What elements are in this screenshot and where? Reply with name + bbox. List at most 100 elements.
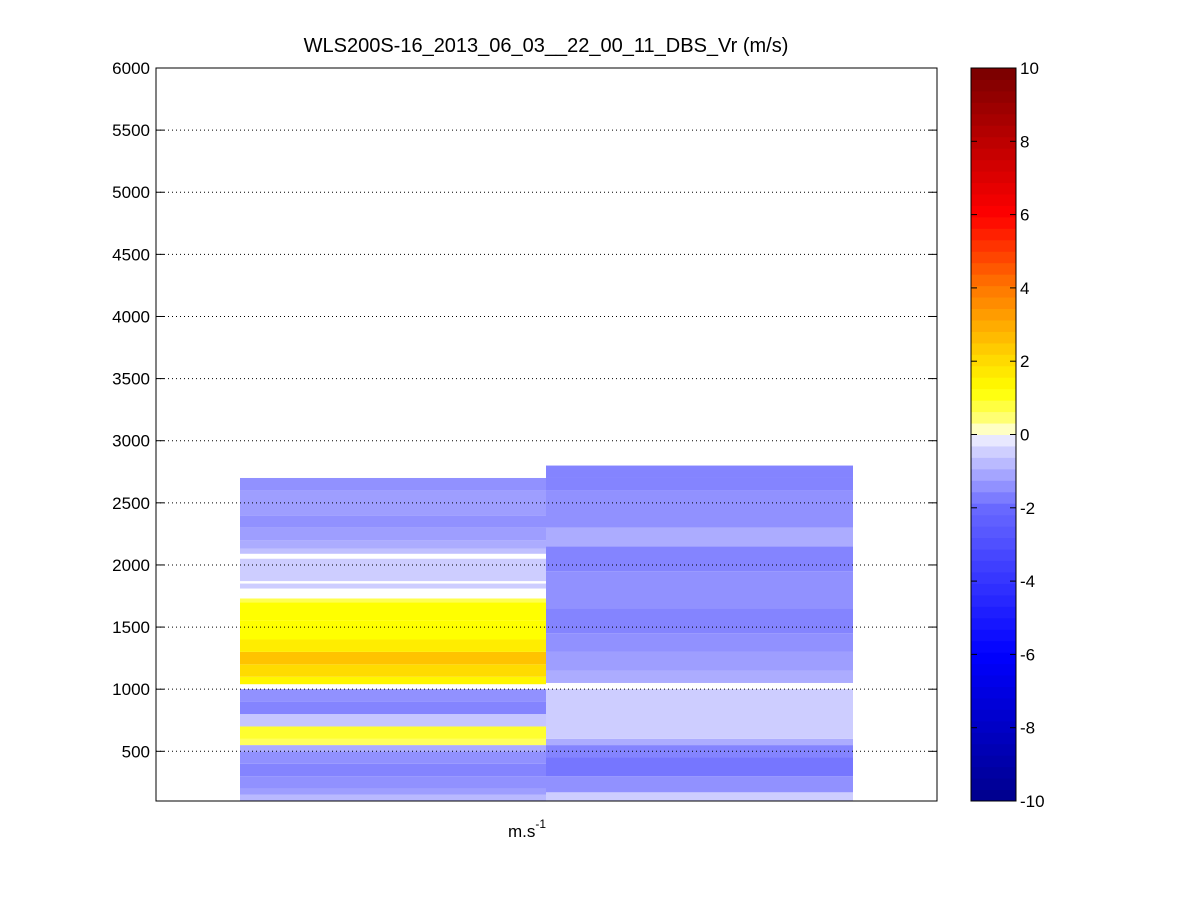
colorbar-tick-label: 0 xyxy=(1020,426,1029,445)
colorbar-segment xyxy=(971,68,1016,80)
colorbar-segment xyxy=(971,262,1016,275)
colorbar-segment xyxy=(971,297,1016,310)
colorbar-segment xyxy=(971,617,1016,630)
colorbar-segment xyxy=(971,274,1016,287)
heatmap-cell xyxy=(240,794,546,801)
x-axis-label-base: m.s xyxy=(508,822,535,841)
colorbar-segment xyxy=(971,468,1016,481)
colorbar-tick-label: 6 xyxy=(1020,206,1029,225)
y-tick-label: 1500 xyxy=(112,618,150,637)
heatmap-cell xyxy=(240,726,546,739)
colorbar-segment xyxy=(971,583,1016,596)
colorbar-segment xyxy=(971,193,1016,206)
colorbar-segment xyxy=(971,90,1016,103)
heatmap-cell xyxy=(240,676,546,685)
colorbar-ticks: -10 -8 -6 -4 -2 0 2 4 6 8 10 xyxy=(971,59,1045,811)
heatmap-cell xyxy=(240,477,546,491)
chart-title: WLS200S-16_2013_06_03__22_00_11_DBS_Vr (… xyxy=(304,35,789,57)
y-tick-label: 2500 xyxy=(112,494,150,513)
y-tick-label: 3500 xyxy=(112,370,150,389)
colorbar-segment xyxy=(971,789,1016,802)
heatmap-cell xyxy=(546,738,853,746)
colorbar-segment xyxy=(971,251,1016,264)
colorbar-segment xyxy=(971,331,1016,344)
colorbar-segment xyxy=(971,148,1016,161)
heatmap-cell xyxy=(240,583,546,589)
heatmap-cell xyxy=(240,558,546,582)
colorbar-segment xyxy=(971,480,1016,493)
heatmap-cell xyxy=(240,527,546,541)
heatmap-cell xyxy=(240,701,546,715)
colorbar-segment xyxy=(971,514,1016,527)
y-tick-label: 2000 xyxy=(112,556,150,575)
colorbar-segment xyxy=(971,388,1016,401)
heatmap-cell xyxy=(240,548,546,554)
colorbar-segment xyxy=(971,537,1016,550)
colorbar-segment xyxy=(971,571,1016,584)
heatmap-cell xyxy=(240,689,546,702)
colorbar-segment xyxy=(971,491,1016,504)
y-tick-label: 500 xyxy=(122,742,150,761)
colorbar-segment xyxy=(971,445,1016,458)
colorbar-tick-label: -10 xyxy=(1020,792,1045,811)
colorbar-segment xyxy=(971,778,1016,791)
colorbar xyxy=(971,68,1016,802)
colorbar-segment xyxy=(971,400,1016,413)
heatmap-cell xyxy=(240,620,546,640)
colorbar-segment xyxy=(971,606,1016,619)
colorbar-segment xyxy=(971,629,1016,642)
colorbar-segment xyxy=(971,640,1016,653)
colorbar-segment xyxy=(971,675,1016,687)
plot-frame xyxy=(155,67,938,802)
colorbar-segment xyxy=(971,503,1016,516)
colorbar-segment xyxy=(971,743,1016,756)
heatmap-cell xyxy=(240,540,546,549)
heatmap-cell xyxy=(546,670,853,683)
heatmap-cell xyxy=(546,490,853,528)
colorbar-segment xyxy=(971,755,1016,768)
x-axis-label-exponent: -1 xyxy=(535,817,546,831)
heatmap-cell xyxy=(546,527,853,547)
heatmap-cell xyxy=(546,689,853,739)
heatmap-cell xyxy=(240,664,546,677)
colorbar-segment xyxy=(971,365,1016,378)
colorbar-segment xyxy=(971,182,1016,195)
heatmap-cell xyxy=(240,763,546,777)
y-tick-label: 4000 xyxy=(112,307,150,326)
heatmap-cell xyxy=(240,776,546,789)
heatmap-cell xyxy=(240,639,546,652)
colorbar-segment xyxy=(971,549,1016,561)
colorbar-segment xyxy=(971,342,1016,355)
colorbar-segment xyxy=(971,319,1016,332)
colorbar-segment xyxy=(971,308,1016,321)
colorbar-segment xyxy=(971,766,1016,779)
heatmap-cell xyxy=(546,571,853,609)
heatmap-cell xyxy=(546,745,853,758)
heatmap-cell xyxy=(240,598,546,603)
heatmap-cells xyxy=(240,465,853,801)
colorbar-segment xyxy=(971,411,1016,424)
colorbar-segment xyxy=(971,720,1016,733)
colorbar-tick-label: 2 xyxy=(1020,352,1029,371)
colorbar-tick-label: 4 xyxy=(1020,279,1029,298)
heatmap-cell xyxy=(546,757,853,777)
heatmap-cell xyxy=(240,602,546,621)
colorbar-segment xyxy=(971,136,1016,149)
colorbar-tick-label: -4 xyxy=(1020,572,1035,591)
colorbar-segment xyxy=(971,697,1016,710)
heatmap-cell xyxy=(546,651,853,671)
y-tick-label: 4500 xyxy=(112,245,150,264)
colorbar-segment xyxy=(971,663,1016,676)
heatmap-cell xyxy=(240,738,546,746)
colorbar-segment xyxy=(971,228,1016,241)
colorbar-tick-label: 10 xyxy=(1020,59,1039,78)
heatmap-cell xyxy=(240,515,546,528)
colorbar-segment xyxy=(971,434,1016,447)
colorbar-segment xyxy=(971,113,1016,126)
colorbar-segment xyxy=(971,732,1016,745)
colorbar-segment xyxy=(971,686,1016,699)
y-tick-label: 5500 xyxy=(112,121,150,140)
colorbar-segment xyxy=(971,216,1016,229)
colorbar-segment xyxy=(971,377,1016,390)
colorbar-segment xyxy=(971,423,1016,435)
